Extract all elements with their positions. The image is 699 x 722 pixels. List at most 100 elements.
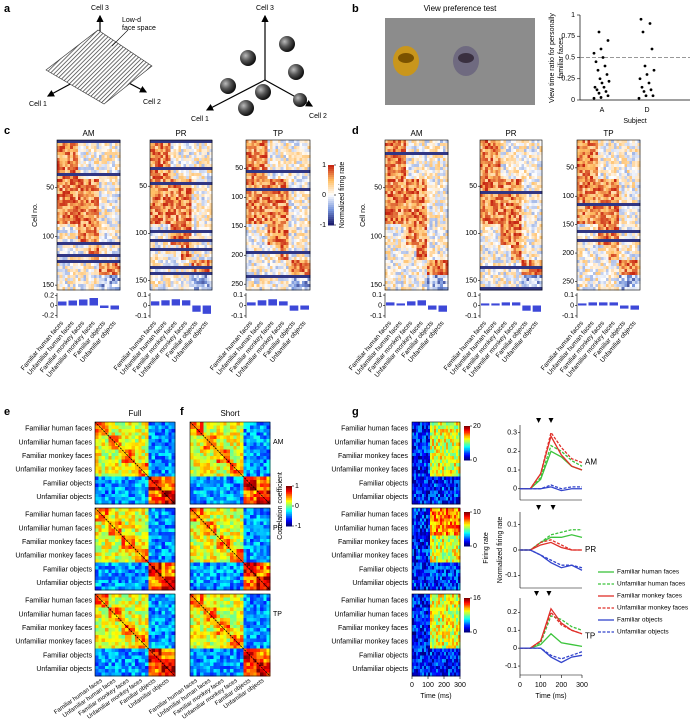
heatmap-cell bbox=[438, 176, 441, 179]
heatmap-cell bbox=[86, 245, 89, 248]
heatmap-cell bbox=[270, 227, 273, 230]
heatmap-cell bbox=[104, 167, 107, 170]
heatmap-cell bbox=[102, 281, 105, 284]
heatmap-cell bbox=[181, 164, 184, 167]
heatmap-cell bbox=[432, 164, 435, 167]
heatmap-cell bbox=[91, 257, 94, 260]
heatmap-cell bbox=[262, 254, 265, 257]
heatmap-cell bbox=[302, 251, 305, 254]
heatmap-cell bbox=[207, 152, 210, 155]
heatmap-cell bbox=[194, 158, 197, 161]
heatmap-cell bbox=[424, 194, 427, 197]
heatmap-cell bbox=[419, 209, 422, 212]
heatmap-cell bbox=[168, 284, 171, 287]
heatmap-cell bbox=[390, 266, 393, 269]
heatmap-cell bbox=[99, 236, 102, 239]
heatmap-cell bbox=[388, 149, 391, 152]
heatmap-cell bbox=[160, 272, 163, 275]
heatmap-cell bbox=[393, 182, 396, 185]
heatmap-cell bbox=[393, 218, 396, 221]
heatmap-cell bbox=[299, 179, 302, 182]
heatmap-cell bbox=[396, 152, 399, 155]
heatmap-cell bbox=[393, 158, 396, 161]
heatmap-cell bbox=[96, 155, 99, 158]
heatmap-cell bbox=[396, 206, 399, 209]
heatmap-cell bbox=[281, 263, 284, 266]
heatmap-cell bbox=[107, 224, 110, 227]
heatmap-cell bbox=[305, 236, 308, 239]
heatmap-cell bbox=[178, 281, 181, 284]
heatmap-cell bbox=[107, 197, 110, 200]
heatmap-cell bbox=[178, 209, 181, 212]
heatmap-cell bbox=[163, 212, 166, 215]
heatmap-cell bbox=[160, 179, 163, 182]
bar bbox=[268, 299, 277, 305]
heatmap-cell bbox=[438, 161, 441, 164]
heatmap-cell bbox=[406, 269, 409, 272]
heatmap-cell bbox=[294, 158, 297, 161]
heatmap-cell bbox=[62, 170, 65, 173]
heatmap-cell bbox=[168, 230, 171, 233]
heatmap-cell bbox=[302, 227, 305, 230]
heatmap-cell bbox=[275, 158, 278, 161]
heatmap-cell bbox=[75, 182, 78, 185]
heatmap-cell bbox=[115, 221, 118, 224]
heatmap-cell bbox=[270, 233, 273, 236]
heatmap-cell bbox=[427, 164, 430, 167]
heatmap-cell bbox=[173, 275, 176, 278]
heatmap-cell bbox=[194, 203, 197, 206]
heatmap-cell bbox=[438, 218, 441, 221]
heatmap-cell bbox=[267, 185, 270, 188]
heatmap-cell bbox=[289, 218, 292, 221]
heatmap-cell bbox=[438, 266, 441, 269]
heatmap-cell bbox=[302, 164, 305, 167]
heatmap-cell bbox=[158, 233, 161, 236]
heatmap-cell bbox=[283, 155, 286, 158]
heatmap-cell bbox=[150, 197, 153, 200]
heatmap-cell bbox=[181, 146, 184, 149]
heatmap-cell bbox=[153, 254, 156, 257]
heatmap-cell bbox=[249, 209, 252, 212]
heatmap-cell bbox=[385, 233, 388, 236]
heatmap-cell bbox=[435, 146, 438, 149]
heatmap-cell bbox=[70, 152, 73, 155]
heatmap-cell bbox=[393, 275, 396, 278]
heatmap-cell bbox=[194, 242, 197, 245]
heatmap-cell bbox=[194, 218, 197, 221]
heatmap-cell bbox=[385, 197, 388, 200]
heatmap-cell bbox=[281, 140, 284, 143]
heatmap-cell bbox=[265, 236, 268, 239]
heatmap-cell bbox=[417, 191, 420, 194]
heatmap-cell bbox=[99, 230, 102, 233]
heatmap-cell bbox=[202, 170, 205, 173]
y-tick-label: -0.1 bbox=[231, 313, 243, 320]
heatmap-cell bbox=[62, 203, 65, 206]
heatmap-cell bbox=[186, 248, 189, 251]
heatmap-cell bbox=[251, 272, 254, 275]
heatmap-cell bbox=[406, 167, 409, 170]
heatmap-cell bbox=[207, 275, 210, 278]
heatmap-cell bbox=[294, 278, 297, 281]
heatmap-cell bbox=[86, 158, 89, 161]
heatmap-cell bbox=[73, 164, 76, 167]
heatmap-cell bbox=[60, 239, 63, 242]
heatmap-cell bbox=[186, 230, 189, 233]
heatmap-cell bbox=[75, 278, 78, 281]
heatmap-cell bbox=[424, 221, 427, 224]
heatmap-cell bbox=[81, 140, 84, 143]
heatmap-cell bbox=[440, 251, 443, 254]
heatmap-cell bbox=[294, 251, 297, 254]
heatmap-cell bbox=[294, 263, 297, 266]
heatmap-cell bbox=[393, 179, 396, 182]
heatmap-cell bbox=[427, 257, 430, 260]
heatmap-cell bbox=[65, 182, 68, 185]
heatmap-cell bbox=[199, 260, 202, 263]
bar bbox=[151, 301, 159, 305]
heatmap-cell bbox=[60, 263, 63, 266]
heatmap-cell bbox=[265, 221, 268, 224]
heatmap-cell bbox=[432, 272, 435, 275]
heatmap-cell bbox=[104, 140, 107, 143]
heatmap-cell bbox=[438, 251, 441, 254]
heatmap-cell bbox=[207, 284, 210, 287]
heatmap-cell bbox=[202, 263, 205, 266]
